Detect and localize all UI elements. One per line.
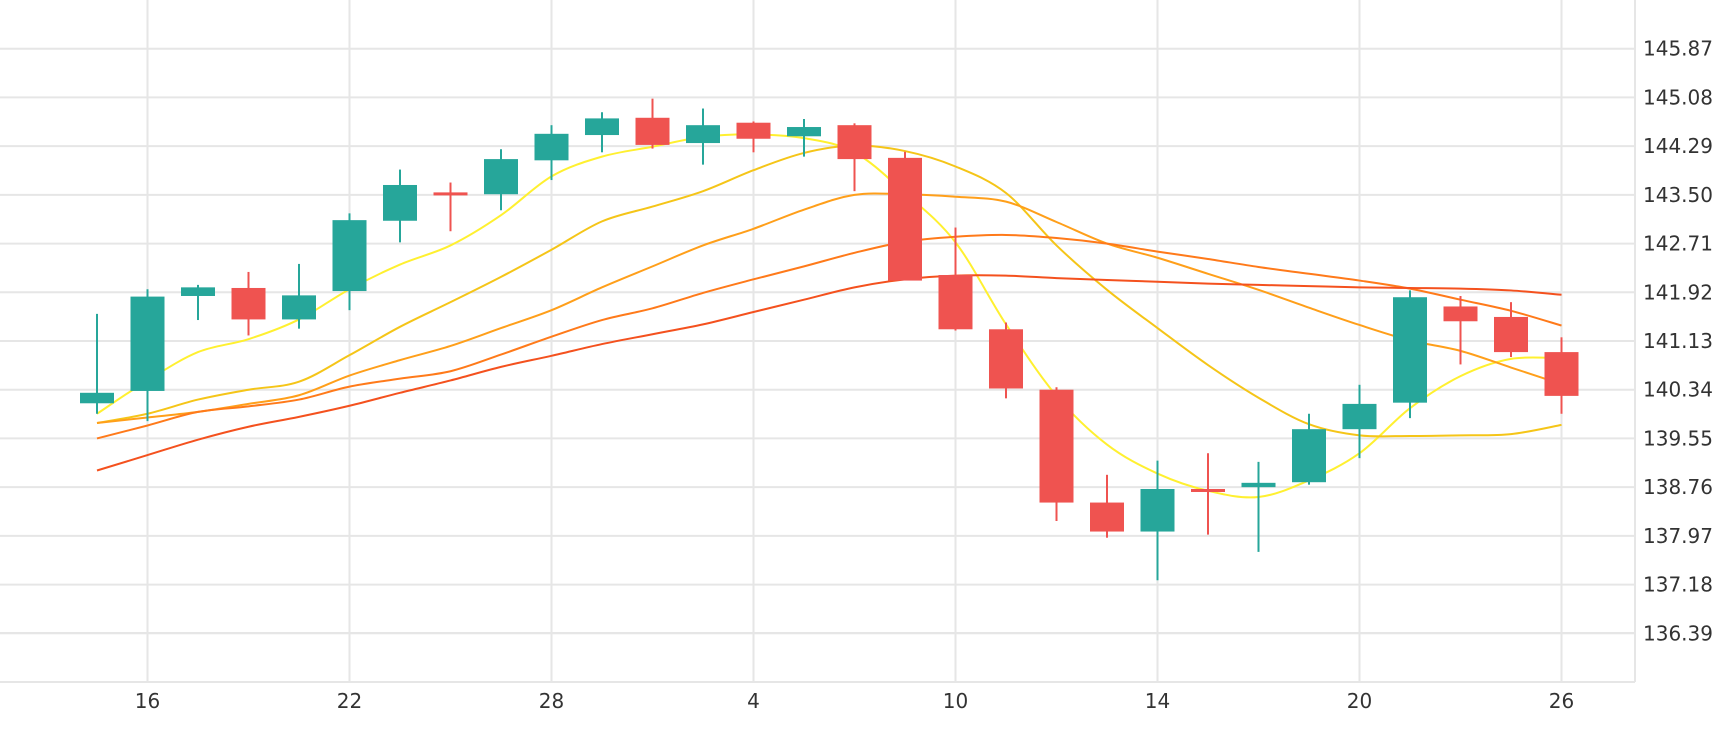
y-tick-label: 145.08 — [1643, 85, 1713, 109]
candle — [1342, 384, 1377, 459]
candle-body — [1494, 316, 1528, 353]
moving-average-line-5 — [96, 274, 1562, 472]
x-tick-label: 22 — [337, 689, 362, 713]
candle — [231, 271, 266, 336]
axes: 136.39 137.18 137.97 138.76 139.55 140.34 141.… — [0, 0, 1713, 713]
moving-average-line-1 — [96, 133, 1562, 499]
candle — [1090, 474, 1124, 538]
y-tick-label: 137.97 — [1643, 524, 1713, 548]
x-tick-label: 10 — [943, 689, 968, 713]
candle-body — [787, 127, 821, 137]
candle — [1191, 453, 1225, 535]
candle-body — [282, 295, 316, 320]
candle — [332, 213, 367, 311]
candle — [1443, 295, 1478, 365]
candle — [837, 123, 872, 192]
x-tick-label: 4 — [747, 689, 760, 713]
candle-body — [1544, 352, 1579, 396]
candle-body — [1191, 488, 1225, 492]
candle-body — [1393, 297, 1427, 403]
moving-average-line-4 — [96, 233, 1562, 440]
candle — [1494, 302, 1528, 358]
candle — [130, 289, 165, 422]
grid — [0, 0, 1635, 682]
candle — [383, 169, 417, 243]
candle — [433, 182, 468, 232]
candle-body — [1292, 429, 1326, 483]
x-tick-label: 28 — [539, 689, 564, 713]
candle-body — [332, 220, 367, 292]
candle — [534, 125, 569, 181]
y-tick-label: 141.13 — [1643, 329, 1713, 353]
y-tick-label: 143.50 — [1643, 183, 1713, 207]
candle-body — [686, 125, 720, 144]
y-tick-label: 141.92 — [1643, 280, 1713, 304]
x-tick-label: 16 — [135, 689, 160, 713]
candle-body — [80, 392, 114, 404]
candle — [282, 263, 316, 329]
candle — [181, 284, 215, 321]
candle — [80, 313, 114, 414]
y-tick-label: 139.55 — [1643, 426, 1713, 450]
candle — [1544, 337, 1579, 414]
y-tick-label: 137.18 — [1643, 573, 1713, 597]
moving-averages — [96, 133, 1562, 499]
candle-body — [1342, 403, 1377, 430]
candle-body — [534, 133, 569, 161]
moving-average-line-3 — [96, 192, 1562, 425]
candle-body — [1443, 306, 1478, 322]
candle-body — [484, 159, 518, 195]
x-tick-label: 14 — [1145, 689, 1170, 713]
candle — [989, 322, 1023, 399]
y-tick-label: 136.39 — [1643, 621, 1713, 645]
candle-body — [736, 122, 771, 139]
candle — [1039, 387, 1074, 522]
candle-body — [1090, 502, 1124, 532]
x-tick-label: 26 — [1549, 689, 1574, 713]
x-tick-label: 20 — [1347, 689, 1372, 713]
y-tick-label: 142.71 — [1643, 232, 1713, 256]
candle-body — [130, 296, 165, 391]
candles — [80, 98, 1579, 581]
candle-body — [989, 329, 1023, 389]
moving-average-line-2 — [96, 144, 1562, 438]
y-tick-label: 145.87 — [1643, 37, 1713, 61]
candle — [686, 108, 720, 165]
candle-body — [837, 125, 872, 160]
candle — [1140, 460, 1175, 581]
candle — [938, 227, 973, 331]
candle — [1393, 290, 1427, 419]
candle — [484, 149, 518, 211]
y-tick-label: 140.34 — [1643, 378, 1713, 402]
candle — [585, 112, 619, 153]
candle — [736, 121, 771, 153]
candle-body — [231, 287, 266, 320]
y-tick-label: 138.76 — [1643, 475, 1713, 499]
candle-body — [1241, 482, 1276, 488]
candle-body — [433, 192, 468, 196]
candle — [1241, 461, 1276, 552]
candle-body — [585, 118, 619, 136]
y-tick-label: 144.29 — [1643, 134, 1713, 158]
candle-body — [888, 157, 922, 281]
candle — [635, 98, 670, 149]
candle-body — [181, 287, 215, 296]
candle — [787, 119, 821, 157]
candle-body — [938, 275, 973, 330]
candle — [888, 151, 922, 281]
candle-body — [635, 117, 670, 145]
candle-body — [1140, 488, 1175, 532]
candle — [1292, 413, 1326, 485]
candle-body — [1039, 389, 1074, 503]
candle-body — [383, 184, 417, 221]
